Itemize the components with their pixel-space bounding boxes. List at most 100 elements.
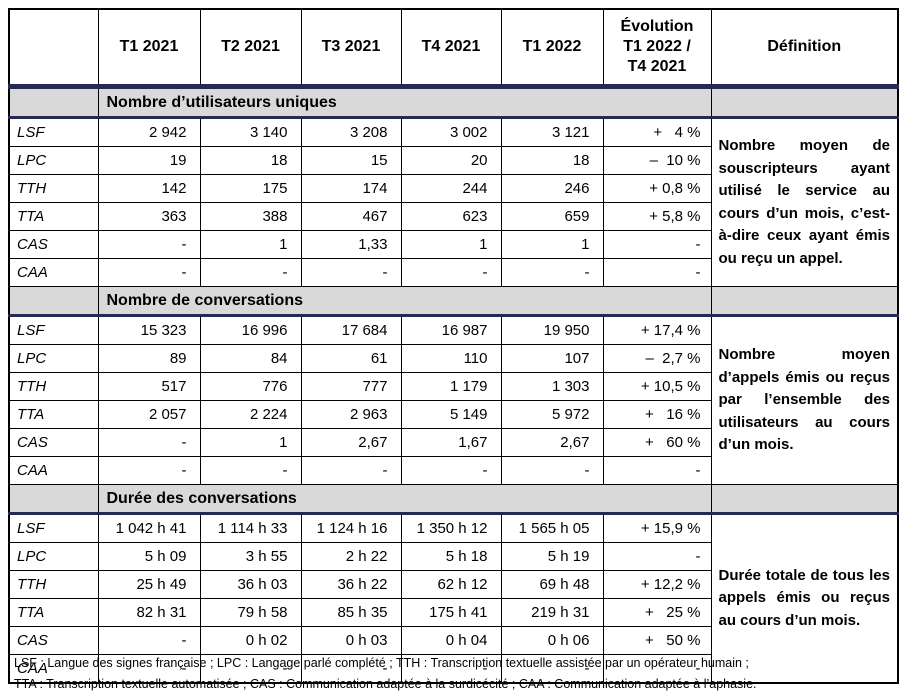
section-header-row: Nombre d’utilisateurs uniques [8, 86, 899, 119]
value-cell: 69 h 48 [500, 570, 604, 599]
row-label: TTH [8, 174, 99, 203]
footnote: LSF : Langue des signes française ; LPC … [14, 653, 894, 695]
value-cell: 5 h 19 [500, 542, 604, 571]
value-cell: - [97, 428, 201, 457]
section-header-row: Durée des conversations [8, 484, 899, 515]
value-cell: 5 h 18 [400, 542, 502, 571]
value-cell: 3 002 [400, 117, 502, 147]
value-cell: 1,33 [300, 230, 402, 259]
value-cell: 61 [300, 344, 402, 373]
row-label: CAA [8, 456, 99, 485]
value-cell: 1 [500, 230, 604, 259]
section-definition-spacer [710, 286, 899, 317]
evolution-cell: + 12,2 % [602, 570, 712, 599]
value-cell: - [500, 456, 604, 485]
value-cell: - [300, 258, 402, 287]
value-cell: - [500, 258, 604, 287]
value-cell: 388 [199, 202, 302, 231]
row-label: TTA [8, 400, 99, 429]
value-cell: 2 h 22 [300, 542, 402, 571]
value-cell: 107 [500, 344, 604, 373]
section-header-row: Nombre de conversations [8, 286, 899, 317]
evolution-cell: + 16 % [602, 400, 712, 429]
value-cell: 5 149 [400, 400, 502, 429]
value-cell: 85 h 35 [300, 598, 402, 627]
definition-cell: Nombre moyen d’appels émis ou reçus par … [710, 315, 899, 485]
value-cell: 3 h 55 [199, 542, 302, 571]
value-cell: 15 323 [97, 315, 201, 345]
section-label-spacer [8, 86, 99, 119]
value-cell: 623 [400, 202, 502, 231]
header-row: T1 2021 T2 2021 T3 2021 T4 2021 T1 2022 … [8, 8, 899, 89]
evolution-cell: – 10 % [602, 146, 712, 175]
value-cell: 467 [300, 202, 402, 231]
row-label: CAA [8, 258, 99, 287]
evolution-cell: + 25 % [602, 598, 712, 627]
value-cell: 5 h 09 [97, 542, 201, 571]
value-cell: 1 [199, 428, 302, 457]
section-title: Nombre de conversations [97, 286, 712, 317]
value-cell: 89 [97, 344, 201, 373]
table-row: LPC 89 84 61 110 107 – 2,7 % [8, 344, 898, 373]
row-label: LPC [8, 344, 99, 373]
value-cell: 18 [199, 146, 302, 175]
row-label: LSF [8, 315, 99, 345]
row-label: CAA [8, 654, 99, 684]
table-row: CAA - - - - - - [8, 654, 898, 684]
value-cell: 175 [199, 174, 302, 203]
table-row: LSF 15 323 16 996 17 684 16 987 19 950 +… [8, 315, 899, 485]
table-row: TTH 25 h 49 36 h 03 36 h 22 62 h 12 69 h… [8, 570, 898, 599]
table-row: CAS - 1 1,33 1 1 - [8, 230, 898, 259]
value-cell: 79 h 58 [199, 598, 302, 627]
value-cell: 18 [500, 146, 604, 175]
value-cell: 2,67 [300, 428, 402, 457]
value-cell: 142 [97, 174, 201, 203]
value-cell: 1 [199, 230, 302, 259]
value-cell: - [199, 258, 302, 287]
value-cell: 0 h 02 [199, 626, 302, 655]
row-label: TTH [8, 570, 99, 599]
value-cell: 62 h 12 [400, 570, 502, 599]
table-row: TTA 363 388 467 623 659 + 5,8 % [8, 202, 898, 231]
value-cell: 659 [500, 202, 604, 231]
value-cell: 1 042 h 41 [97, 513, 201, 543]
value-cell: 19 950 [500, 315, 604, 345]
value-cell: 2,67 [500, 428, 604, 457]
evolution-cell: + 50 % [602, 626, 712, 655]
value-cell: 1 124 h 16 [300, 513, 402, 543]
value-cell: - [97, 230, 201, 259]
value-cell: - [199, 654, 302, 684]
row-label: TTA [8, 598, 99, 627]
table-row: LSF 2 942 3 140 3 208 3 002 3 121 + 4 % … [8, 117, 899, 287]
value-cell: 36 h 22 [300, 570, 402, 599]
value-cell: 17 684 [300, 315, 402, 345]
table-row: TTH 142 175 174 244 246 + 0,8 % [8, 174, 898, 203]
section-title: Nombre d’utilisateurs uniques [97, 86, 712, 119]
table-row: TTA 2 057 2 224 2 963 5 149 5 972 + 16 % [8, 400, 898, 429]
table-row: LPC 5 h 09 3 h 55 2 h 22 5 h 18 5 h 19 - [8, 542, 898, 571]
value-cell: 363 [97, 202, 201, 231]
value-cell: 16 996 [199, 315, 302, 345]
value-cell: - [97, 456, 201, 485]
evolution-cell: + 4 % [602, 117, 712, 147]
value-cell: - [400, 654, 502, 684]
evolution-cell: + 15,9 % [602, 513, 712, 543]
row-label: LSF [8, 513, 99, 543]
value-cell: 36 h 03 [199, 570, 302, 599]
row-label: CAS [8, 230, 99, 259]
evolution-cell: - [602, 654, 712, 684]
section-label-spacer [8, 286, 99, 317]
quarter-header-t1-2022: T1 2022 [500, 8, 604, 89]
evolution-cell: - [602, 542, 712, 571]
value-cell: 1 565 h 05 [500, 513, 604, 543]
evolution-cell: – 2,7 % [602, 344, 712, 373]
table-row: CAA - - - - - - [8, 258, 898, 287]
evolution-cell: + 5,8 % [602, 202, 712, 231]
table-row: LSF 1 042 h 41 1 114 h 33 1 124 h 16 1 3… [8, 513, 899, 684]
definition-cell: Durée totale de tous les appels émis ou … [710, 513, 899, 684]
evolution-header: Évolution T1 2022 / T4 2021 [602, 8, 712, 89]
value-cell: 0 h 04 [400, 626, 502, 655]
value-cell: 0 h 06 [500, 626, 604, 655]
quarter-header-t3-2021: T3 2021 [300, 8, 402, 89]
